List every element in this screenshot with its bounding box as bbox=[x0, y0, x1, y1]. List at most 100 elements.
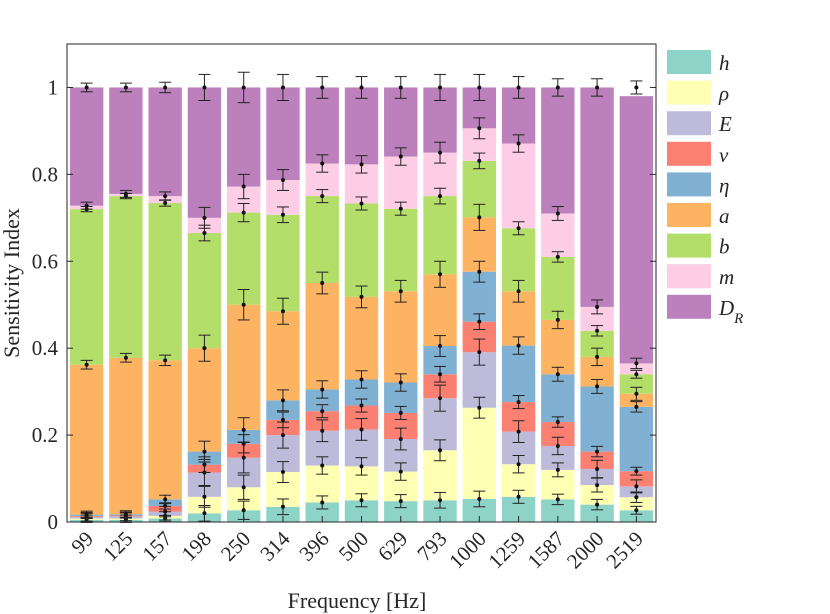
error-bar-99-m bbox=[80, 201, 93, 210]
error-bar-250-D_R bbox=[237, 71, 250, 104]
error-bar-2519-ρ bbox=[630, 491, 643, 503]
error-bar-2000-ν bbox=[591, 445, 604, 458]
error-bar-2519-η bbox=[630, 401, 643, 413]
error-bar-2000-b bbox=[591, 325, 604, 337]
bar-segment-η-2519 bbox=[619, 406, 654, 472]
error-bar-500-m bbox=[355, 155, 368, 174]
error-bar-500-ρ bbox=[355, 457, 368, 476]
error-bar-793-a bbox=[434, 260, 447, 288]
error-bar-198-D_R bbox=[198, 73, 211, 101]
error-bar-793-ν bbox=[434, 365, 447, 383]
error-bar-396-D_R bbox=[316, 76, 329, 99]
error-bar-1587-D_R bbox=[551, 78, 564, 97]
bar-segment-b-198 bbox=[187, 233, 222, 349]
y-axis: 0 0.2 0.4 0.6 0.8 1 bbox=[32, 75, 656, 534]
bar-segment-b-125 bbox=[109, 196, 143, 358]
bar-segment-D_R-314 bbox=[266, 87, 300, 181]
bar-segment-m-1259 bbox=[501, 143, 536, 229]
legend-label: η bbox=[719, 173, 729, 197]
error-bar-1259-m bbox=[512, 134, 525, 153]
y-tick-label: 0 bbox=[48, 510, 59, 534]
error-bar-198-η bbox=[198, 440, 211, 463]
bar-segment-b-1587 bbox=[541, 256, 575, 320]
legend-entry-b: b bbox=[667, 233, 730, 259]
y-tick-label: 0.2 bbox=[32, 423, 58, 447]
error-bar-1587-m bbox=[551, 206, 564, 221]
error-bar-314-η bbox=[276, 389, 289, 412]
x-tick-label-125: 125 bbox=[98, 527, 137, 566]
error-bar-1259-ν bbox=[512, 395, 525, 410]
legend-entry-ρ: ρ bbox=[667, 80, 729, 106]
legend-entry-m: m bbox=[667, 264, 734, 289]
error-bar-250-ρ bbox=[237, 474, 250, 500]
error-bar-396-E bbox=[316, 419, 329, 443]
x-tick-label-396: 396 bbox=[294, 527, 333, 566]
bar-segment-h-2000 bbox=[580, 504, 614, 522]
legend-label: DR bbox=[718, 296, 743, 327]
bar-segment-a-198 bbox=[187, 348, 222, 452]
error-bar-396-η bbox=[316, 380, 329, 399]
y-tick-label: 1 bbox=[48, 75, 59, 99]
bar-segment-D_R-198 bbox=[187, 87, 222, 218]
error-bar-1587-ν bbox=[551, 416, 564, 428]
bar-segment-h-1587 bbox=[541, 499, 575, 522]
error-bar-1587-h bbox=[551, 493, 564, 506]
error-bar-157-a bbox=[159, 354, 172, 367]
error-bar-1587-b bbox=[551, 251, 564, 263]
error-bar-1000-ν bbox=[473, 313, 486, 330]
bar-segment-D_R-250 bbox=[227, 87, 261, 187]
legend-label: b bbox=[719, 235, 730, 259]
legend-label: E bbox=[718, 112, 732, 136]
x-tick-label-629: 629 bbox=[373, 527, 412, 566]
error-bar-629-E bbox=[394, 427, 407, 451]
error-bar-793-m bbox=[434, 141, 447, 164]
bar-segment-D_R-500 bbox=[344, 87, 379, 165]
bar-segment-η-1259 bbox=[501, 345, 536, 403]
error-bar-198-a bbox=[198, 334, 211, 362]
legend-swatch bbox=[667, 203, 711, 227]
error-bar-793-b bbox=[434, 187, 447, 205]
bar-segment-b-396 bbox=[305, 196, 339, 283]
error-bar-125-a bbox=[119, 352, 132, 363]
error-bar-500-h bbox=[355, 493, 368, 508]
error-bar-629-h bbox=[394, 494, 407, 509]
error-bar-1000-h bbox=[473, 490, 486, 508]
error-bar-198-m bbox=[198, 206, 211, 229]
legend-label: ν bbox=[719, 143, 729, 167]
error-bar-2519-ν bbox=[630, 466, 643, 476]
bar-segment-b-314 bbox=[266, 214, 300, 312]
x-axis: 99 125 157 198 250 314 396 500 629 79310001259158… bbox=[66, 516, 648, 573]
error-bar-500-b bbox=[355, 196, 368, 211]
error-bar-2000-η bbox=[591, 378, 604, 394]
bar-segment-a-125 bbox=[109, 357, 143, 515]
error-bar-250-b bbox=[237, 202, 250, 223]
error-bar-314-b bbox=[276, 206, 289, 224]
legend-swatch bbox=[667, 172, 711, 197]
bar-segment-b-500 bbox=[344, 203, 379, 297]
error-bar-1000-b bbox=[473, 152, 486, 170]
error-bar-1259-E bbox=[512, 420, 525, 443]
bar-segment-E-1587 bbox=[541, 445, 575, 470]
error-bar-2000-h bbox=[591, 498, 604, 511]
error-bar-793-E bbox=[434, 384, 447, 412]
legend-label: h bbox=[719, 51, 730, 75]
error-bar-629-ρ bbox=[394, 462, 407, 481]
bar-segment-ρ-2000 bbox=[580, 485, 614, 505]
bar-segment-ρ-1000 bbox=[462, 407, 496, 499]
bar-segment-ν-500 bbox=[344, 405, 379, 430]
bar-segment-m-2000 bbox=[580, 306, 614, 331]
legend-entry-E: E bbox=[667, 111, 732, 136]
error-bar-2000-m bbox=[591, 299, 604, 315]
error-bar-314-D_R bbox=[276, 73, 289, 101]
error-bar-793-η bbox=[434, 335, 447, 357]
legend-swatch bbox=[667, 294, 711, 319]
bar-segment-h-629 bbox=[384, 501, 418, 522]
error-bar-1000-η bbox=[473, 260, 486, 283]
x-axis-label: Frequency [Hz] bbox=[288, 588, 427, 613]
bar-segment-ν-1587 bbox=[541, 422, 575, 446]
bar-segment-ρ-2519 bbox=[619, 497, 654, 511]
error-bar-1000-ρ bbox=[473, 396, 486, 419]
error-bar-1000-E bbox=[473, 338, 486, 366]
